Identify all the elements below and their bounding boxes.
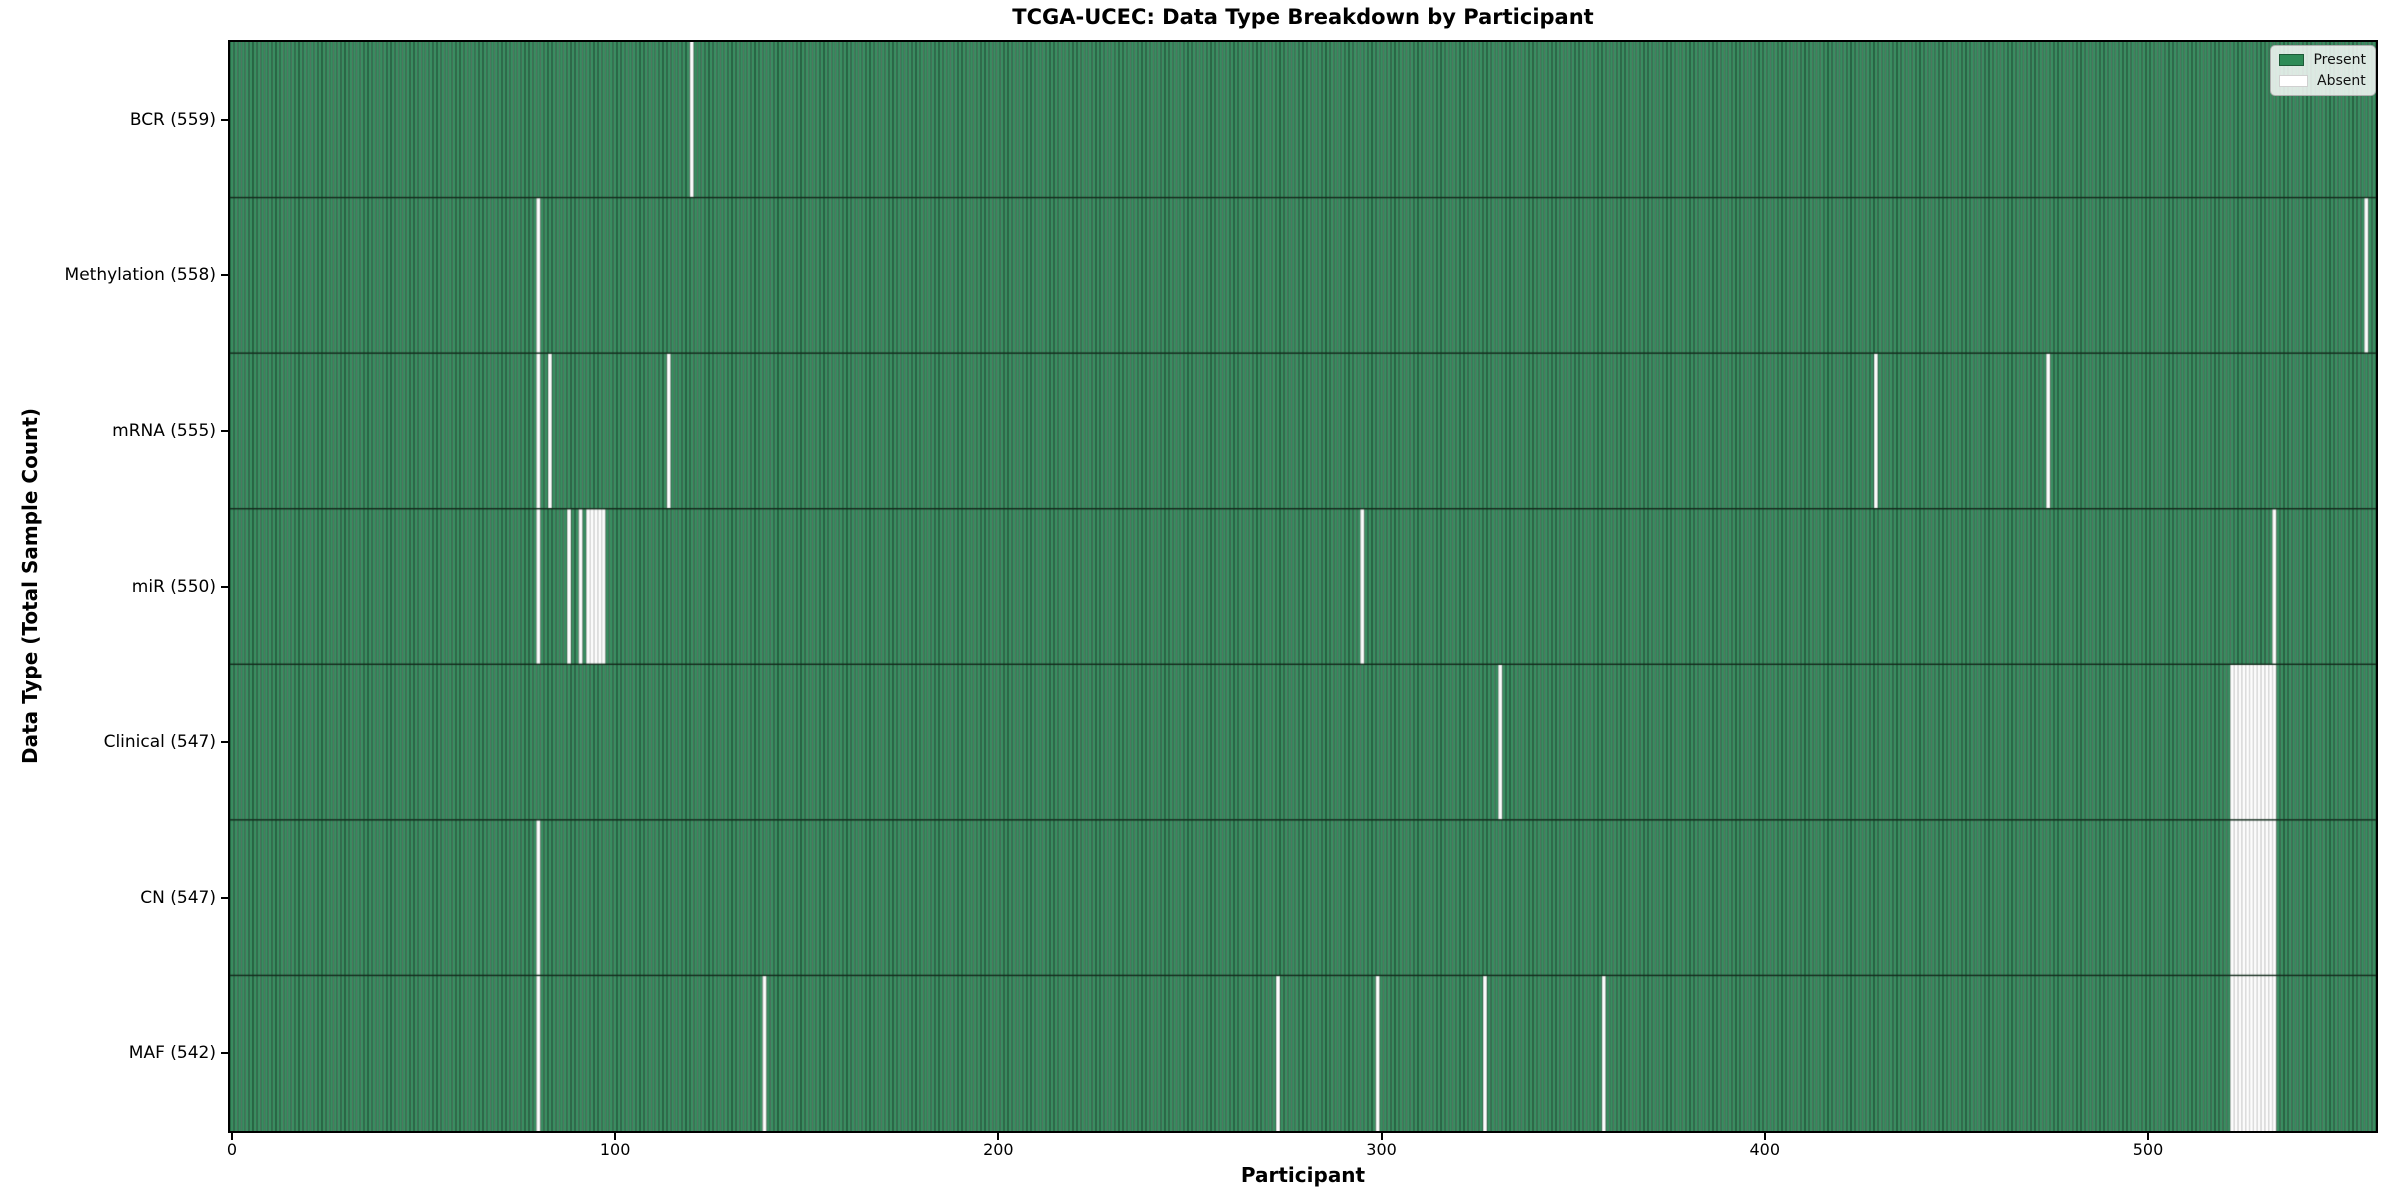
y-tick-label: Clinical (547) bbox=[103, 732, 216, 753]
y-tick-label: MAF (542) bbox=[128, 1043, 216, 1064]
y-tick-mark bbox=[221, 896, 228, 899]
y-tick-label: CN (547) bbox=[140, 887, 216, 908]
y-tick-mark bbox=[221, 274, 228, 277]
chart-title: TCGA-UCEC: Data Type Breakdown by Partic… bbox=[1012, 5, 1594, 29]
legend-entry-present: Present bbox=[2279, 53, 2366, 67]
y-tick-mark bbox=[221, 118, 228, 121]
x-tick-mark bbox=[230, 1133, 233, 1140]
x-tick-label: 400 bbox=[1749, 1140, 1781, 1159]
y-tick-mark bbox=[221, 585, 228, 588]
absent-swatch-icon bbox=[2279, 75, 2308, 87]
x-tick-mark bbox=[997, 1133, 1000, 1140]
y-tick-label: mRNA (555) bbox=[112, 420, 216, 441]
plot-area bbox=[228, 40, 2378, 1133]
y-tick-mark bbox=[221, 1052, 228, 1055]
x-tick-label: 300 bbox=[1366, 1140, 1397, 1159]
x-tick-mark bbox=[614, 1133, 617, 1140]
x-tick-mark bbox=[1380, 1133, 1383, 1140]
present-swatch-icon bbox=[2279, 54, 2305, 66]
x-axis-label: Participant bbox=[1240, 1163, 1366, 1187]
legend-label-present: Present bbox=[2313, 52, 2366, 68]
y-tick-mark bbox=[221, 429, 228, 432]
x-tick-label: 0 bbox=[226, 1140, 237, 1159]
heatmap-canvas bbox=[230, 42, 2376, 1131]
y-tick-label: BCR (559) bbox=[129, 109, 216, 130]
x-tick-label: 200 bbox=[983, 1140, 1014, 1159]
y-tick-label: Methylation (558) bbox=[64, 265, 216, 286]
x-tick-label: 500 bbox=[2132, 1140, 2164, 1159]
x-tick-mark bbox=[1763, 1133, 1766, 1140]
x-tick-label: 100 bbox=[599, 1140, 631, 1159]
legend-label-absent: Absent bbox=[2317, 73, 2366, 89]
x-tick-mark bbox=[2146, 1133, 2149, 1140]
y-tick-label: miR (550) bbox=[131, 576, 216, 597]
legend-entry-absent: Absent bbox=[2279, 74, 2366, 88]
y-tick-mark bbox=[221, 741, 228, 744]
legend: Present Absent bbox=[2270, 45, 2376, 96]
